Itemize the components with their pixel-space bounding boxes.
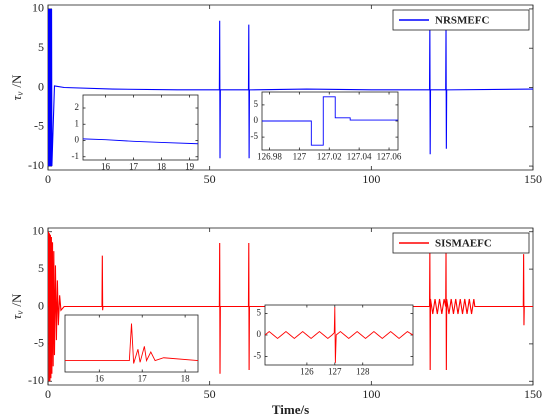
x-axis-label: Time/s xyxy=(272,402,309,417)
x-tick-label: 150 xyxy=(524,172,542,186)
x-tick-label: 128 xyxy=(356,367,370,377)
y-tick-label: 0 xyxy=(38,298,44,312)
series-line xyxy=(65,323,198,364)
y-tick-label: 0 xyxy=(257,329,262,339)
x-tick-label: 17 xyxy=(138,374,148,384)
y-label-subscript: v xyxy=(15,92,25,96)
y-tick-label: 5 xyxy=(254,99,259,109)
x-tick-label: 100 xyxy=(362,172,380,186)
legend-label: NRSMEFC xyxy=(435,15,489,27)
y-tick-label: -10 xyxy=(28,158,44,172)
x-tick-label: 0 xyxy=(45,387,51,401)
y-label-unit: /N xyxy=(9,293,24,307)
x-tick-label: 18 xyxy=(181,374,191,384)
y-tick-label: -5 xyxy=(251,131,259,141)
series-line xyxy=(265,307,413,363)
y-tick-label: -1 xyxy=(72,151,80,161)
inset-frame xyxy=(264,304,414,366)
y-tick-label: 1 xyxy=(75,118,80,128)
x-tick-label: 126 xyxy=(300,367,314,377)
x-tick-label: 50 xyxy=(204,172,216,186)
y-tick-label: 5 xyxy=(38,261,44,275)
x-tick-label: 127.04 xyxy=(347,152,372,162)
x-tick-label: 0 xyxy=(45,172,51,186)
x-tick-label: 16 xyxy=(95,374,105,384)
y-label-symbol: τ xyxy=(9,313,24,319)
y-tick-label: 2 xyxy=(75,102,80,112)
y-tick-label: 0 xyxy=(75,135,80,145)
y-tick-label: -10 xyxy=(28,373,44,387)
inset-frame xyxy=(82,94,199,161)
series-line xyxy=(83,138,198,145)
x-tick-label: 17 xyxy=(129,162,139,172)
x-tick-label: 50 xyxy=(204,387,216,401)
y-tick-label: 5 xyxy=(257,308,262,318)
y-label-unit: /N xyxy=(9,74,24,88)
series-line xyxy=(262,96,398,146)
legend-box xyxy=(392,232,530,254)
y-tick-label: -5 xyxy=(34,119,44,133)
legend-label: SISMAEFC xyxy=(435,238,492,250)
y-tick-label: 10 xyxy=(32,223,44,237)
x-tick-label: 18 xyxy=(157,162,167,172)
x-tick-label: 100 xyxy=(362,387,380,401)
y-tick-label: 0 xyxy=(38,79,44,93)
y-tick-label: 5 xyxy=(38,40,44,54)
x-tick-label: 127 xyxy=(328,367,342,377)
x-tick-label: 16 xyxy=(101,162,111,172)
x-tick-label: 126.98 xyxy=(257,152,282,162)
x-tick-label: 127.02 xyxy=(317,152,342,162)
x-tick-label: 127 xyxy=(293,152,307,162)
y-tick-label: -5 xyxy=(254,350,262,360)
y-axis-label: τv/N xyxy=(9,293,25,319)
series-line xyxy=(48,8,533,167)
x-tick-label: 127.06 xyxy=(377,152,402,162)
y-label-subscript: v xyxy=(15,311,25,315)
y-axis-label: τv/N xyxy=(9,74,25,100)
x-tick-label: 150 xyxy=(524,387,542,401)
y-label-symbol: τ xyxy=(9,94,24,100)
legend-box xyxy=(392,9,530,31)
y-tick-label: -5 xyxy=(34,336,44,350)
y-tick-label: 0 xyxy=(254,115,259,125)
x-tick-label: 19 xyxy=(185,162,195,172)
y-tick-label: 10 xyxy=(32,1,44,15)
